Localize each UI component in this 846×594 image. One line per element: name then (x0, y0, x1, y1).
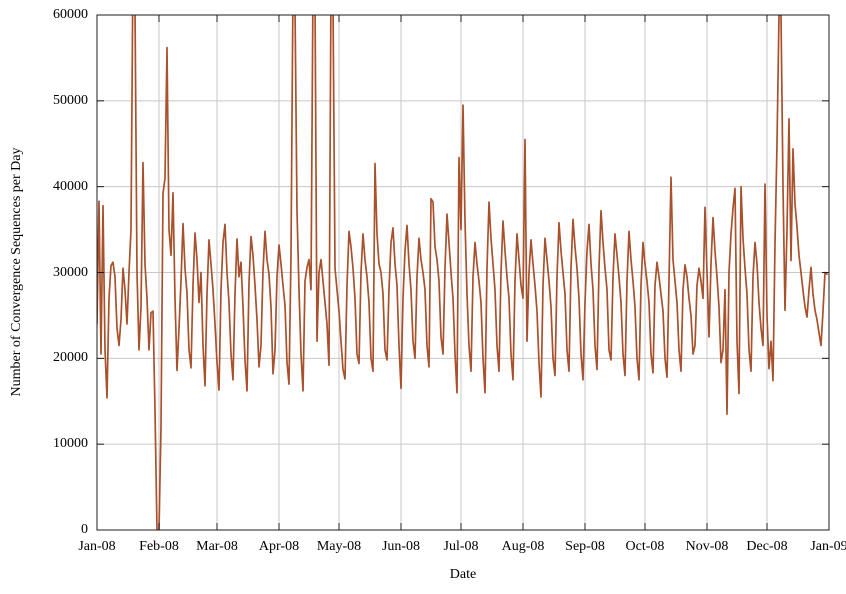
x-tick-label: Sep-08 (565, 539, 605, 554)
data-series-line (97, 15, 828, 530)
x-tick-label: Jan-09 (810, 539, 846, 554)
x-tick-label: Oct-08 (625, 539, 665, 554)
x-tick-label: Nov-08 (685, 539, 729, 554)
x-tick-label: Feb-08 (139, 539, 179, 554)
x-tick-label: Jul-08 (443, 539, 479, 554)
x-tick-label: May-08 (316, 539, 362, 554)
x-tick-label: Jan-08 (78, 539, 116, 554)
x-tick-label: Mar-08 (196, 539, 238, 554)
y-tick-label: 0 (81, 522, 88, 537)
x-tick-label: Dec-08 (746, 539, 788, 554)
y-tick-label: 50000 (53, 92, 88, 108)
y-tick-label: 40000 (53, 178, 88, 194)
x-axis-title: Date (449, 567, 477, 582)
y-tick-label: 10000 (53, 436, 88, 452)
y-tick-label: 20000 (53, 350, 88, 366)
y-tick-label: 60000 (53, 7, 88, 22)
x-tick-label: Aug-08 (501, 539, 545, 554)
y-axis-title: Number of Convergence Sequences per Day (9, 147, 24, 397)
x-tick-label: Jun-08 (381, 539, 421, 554)
x-tick-label: Apr-08 (258, 539, 300, 554)
y-tick-label: 30000 (53, 264, 88, 280)
